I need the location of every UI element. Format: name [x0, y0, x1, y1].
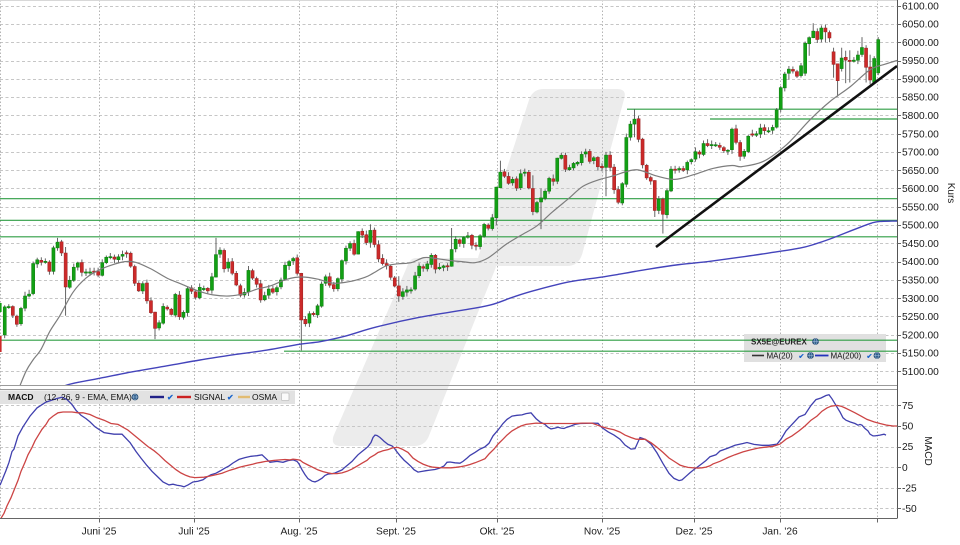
svg-text:✔: ✔ [867, 354, 873, 361]
svg-text:✔: ✔ [799, 354, 805, 361]
svg-text:5950.00: 5950.00 [902, 56, 939, 67]
svg-text:SX5E@EUREX: SX5E@EUREX [751, 338, 807, 347]
svg-text:SIGNAL: SIGNAL [194, 392, 225, 402]
svg-text:5550.00: 5550.00 [902, 202, 939, 213]
svg-text:50: 50 [902, 422, 914, 433]
svg-text:-50: -50 [902, 504, 917, 515]
svg-text:OSMA: OSMA [252, 392, 277, 402]
svg-text:5400.00: 5400.00 [902, 257, 939, 268]
svg-text:6100.00: 6100.00 [902, 1, 939, 12]
svg-text:(12, 26, 9 - EMA, EMA): (12, 26, 9 - EMA, EMA) [44, 392, 132, 402]
svg-text:6050.00: 6050.00 [902, 20, 939, 31]
svg-text:5800.00: 5800.00 [902, 111, 939, 122]
svg-text:5700.00: 5700.00 [902, 148, 939, 159]
svg-text:MACD: MACD [8, 392, 34, 402]
svg-text:5150.00: 5150.00 [902, 349, 939, 360]
svg-text:-25: -25 [902, 483, 917, 494]
svg-text:5750.00: 5750.00 [902, 129, 939, 140]
svg-text:25: 25 [902, 442, 914, 453]
svg-text:Nov. '25: Nov. '25 [584, 527, 621, 538]
svg-text:Sept. '25: Sept. '25 [376, 527, 416, 538]
svg-text:5450.00: 5450.00 [902, 239, 939, 250]
svg-text:Okt. '25: Okt. '25 [480, 527, 515, 538]
svg-text:5900.00: 5900.00 [902, 74, 939, 85]
svg-text:5850.00: 5850.00 [902, 93, 939, 104]
svg-text:MA(20): MA(20) [767, 352, 794, 361]
svg-text:5350.00: 5350.00 [902, 276, 939, 287]
svg-text:6000.00: 6000.00 [902, 38, 939, 49]
svg-text:MACD: MACD [922, 436, 933, 465]
svg-text:Juni '25: Juni '25 [82, 527, 117, 538]
svg-text:5650.00: 5650.00 [902, 166, 939, 177]
svg-text:Jan. '26: Jan. '26 [762, 527, 798, 538]
svg-text:✔: ✔ [167, 393, 174, 402]
svg-text:Juli '25: Juli '25 [178, 527, 210, 538]
svg-text:5200.00: 5200.00 [902, 330, 939, 341]
svg-text:5600.00: 5600.00 [902, 184, 939, 195]
svg-text:5100.00: 5100.00 [902, 367, 939, 378]
svg-text:MA(200): MA(200) [831, 352, 862, 361]
svg-text:5500.00: 5500.00 [902, 221, 939, 232]
svg-text:75: 75 [902, 401, 914, 412]
svg-text:5300.00: 5300.00 [902, 294, 939, 305]
svg-text:Kurs: Kurs [945, 183, 956, 204]
svg-text:Dez. '25: Dez. '25 [675, 527, 712, 538]
svg-text:Aug. '25: Aug. '25 [280, 527, 317, 538]
svg-text:✔: ✔ [227, 393, 234, 402]
svg-text:5250.00: 5250.00 [902, 312, 939, 323]
svg-text:0: 0 [902, 463, 908, 474]
